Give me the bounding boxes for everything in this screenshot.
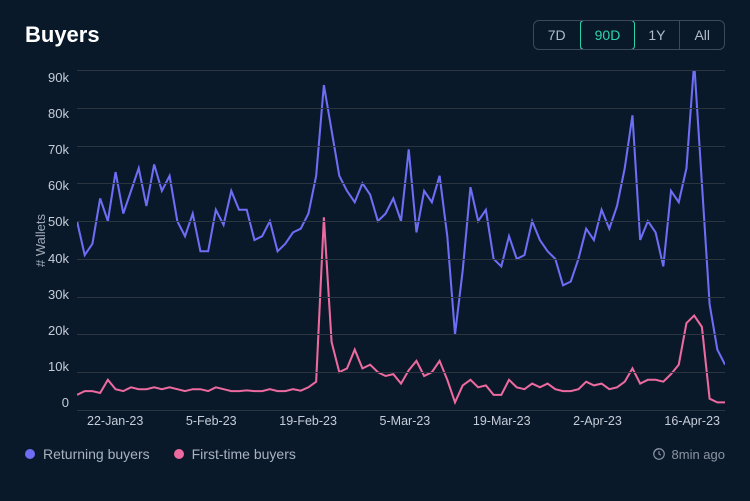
grid-line — [77, 70, 725, 71]
y-axis-ticks: 90k 80k 70k 60k 50k 40k 30k 20k 10k 0 — [48, 70, 77, 410]
grid-line — [77, 183, 725, 184]
y-tick-label: 0 — [48, 395, 69, 410]
y-axis-label: # Wallets — [25, 214, 48, 267]
legend: Returning buyers First-time buyers — [25, 446, 296, 462]
legend-dot-icon — [174, 449, 184, 459]
legend-item: Returning buyers — [25, 446, 150, 462]
grid-line — [77, 334, 725, 335]
y-tick-label: 80k — [48, 106, 69, 121]
range-btn-90d[interactable]: 90D — [580, 20, 636, 50]
plot-region — [77, 70, 725, 410]
x-tick-label: 19-Feb-23 — [279, 414, 337, 428]
grid-line — [77, 297, 725, 298]
x-tick-label: 19-Mar-23 — [473, 414, 531, 428]
chart-area: # Wallets 90k 80k 70k 60k 50k 40k 30k 20k 10k 0 — [25, 70, 725, 410]
time-range-selector: 7D90D1YAll — [533, 20, 725, 50]
series-line — [77, 70, 725, 365]
chart-title: Buyers — [25, 22, 100, 48]
x-tick-label: 5-Feb-23 — [186, 414, 237, 428]
clock-icon — [652, 447, 666, 461]
range-btn-7d[interactable]: 7D — [534, 21, 581, 49]
y-tick-label: 10k — [48, 359, 69, 374]
grid-line — [77, 259, 725, 260]
legend-label: Returning buyers — [43, 446, 150, 462]
y-tick-label: 50k — [48, 214, 69, 229]
legend-dot-icon — [25, 449, 35, 459]
legend-item: First-time buyers — [174, 446, 296, 462]
x-tick-label: 5-Mar-23 — [380, 414, 431, 428]
footer: Returning buyers First-time buyers 8min a… — [25, 446, 725, 462]
grid-line — [77, 410, 725, 411]
legend-label: First-time buyers — [192, 446, 296, 462]
y-tick-label: 60k — [48, 178, 69, 193]
header: Buyers 7D90D1YAll — [25, 20, 725, 50]
range-btn-all[interactable]: All — [680, 21, 724, 49]
timestamp-text: 8min ago — [672, 447, 725, 462]
x-tick-label: 22-Jan-23 — [87, 414, 143, 428]
y-tick-label: 20k — [48, 323, 69, 338]
grid-line — [77, 146, 725, 147]
y-tick-label: 90k — [48, 70, 69, 85]
x-axis-ticks: 22-Jan-23 5-Feb-23 19-Feb-23 5-Mar-23 19-Mar… — [87, 414, 725, 428]
chart-wrap: # Wallets 90k 80k 70k 60k 50k 40k 30k 20k 10k 0 2… — [25, 70, 725, 428]
x-tick-label: 2-Apr-23 — [573, 414, 622, 428]
y-tick-label: 70k — [48, 142, 69, 157]
y-tick-label: 40k — [48, 251, 69, 266]
y-tick-label: 30k — [48, 287, 69, 302]
x-tick-label: 16-Apr-23 — [664, 414, 720, 428]
grid-line — [77, 108, 725, 109]
update-timestamp: 8min ago — [652, 447, 725, 462]
line-chart-svg — [77, 70, 725, 410]
series-line — [77, 217, 725, 402]
grid-line — [77, 221, 725, 222]
range-btn-1y[interactable]: 1Y — [634, 21, 680, 49]
grid-line — [77, 372, 725, 373]
chart-panel: Buyers 7D90D1YAll # Wallets 90k 80k 70k 60k… — [0, 0, 750, 501]
